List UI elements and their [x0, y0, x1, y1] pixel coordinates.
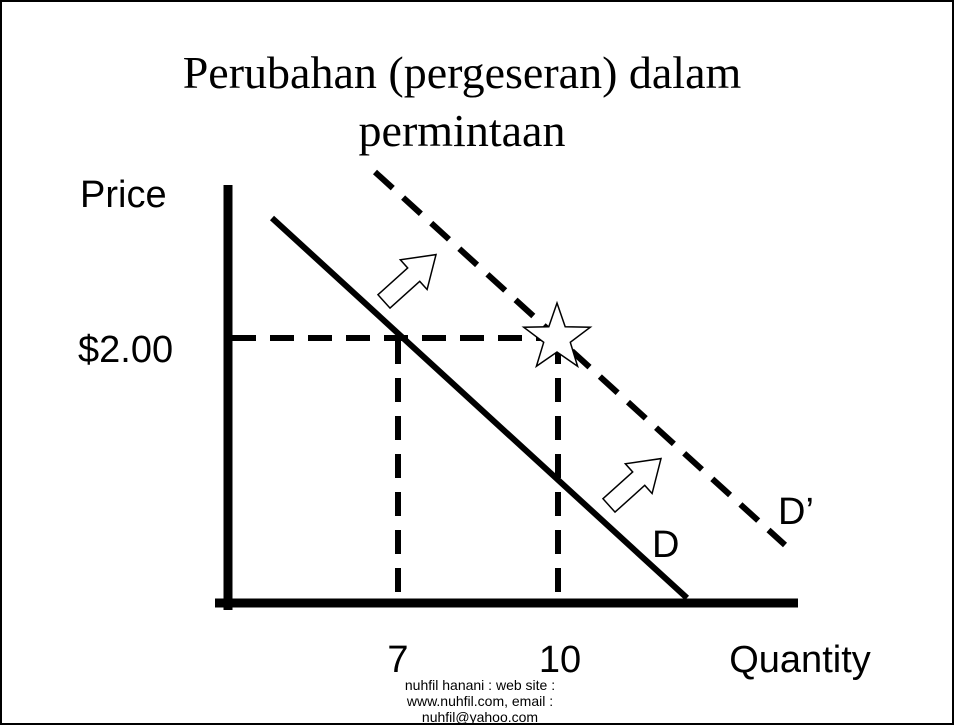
y-axis-label: Price: [80, 174, 167, 216]
guides: [232, 169, 788, 598]
curve-label: D’: [778, 491, 814, 533]
footer-line: nuhfil@yahoo.com: [422, 709, 538, 725]
title-line: Perubahan (pergeseran) dalam: [183, 47, 742, 98]
star: [521, 300, 593, 369]
quantity-label: 10: [539, 639, 581, 681]
x-axis-label: Quantity: [729, 639, 871, 681]
footer-line: www.nuhfil.com, email :: [406, 693, 553, 709]
footer-line: nuhfil hanani : web site :: [405, 677, 555, 693]
shift-arrow: [601, 457, 663, 514]
title-line: permintaan: [359, 105, 566, 156]
demand-curve: [269, 215, 690, 601]
demand-curve-shifted: [372, 169, 788, 548]
curve-label: D: [652, 524, 679, 566]
quantity-label: 7: [387, 639, 408, 681]
price-label: $2.00: [78, 329, 173, 371]
shift-arrow: [376, 253, 438, 310]
